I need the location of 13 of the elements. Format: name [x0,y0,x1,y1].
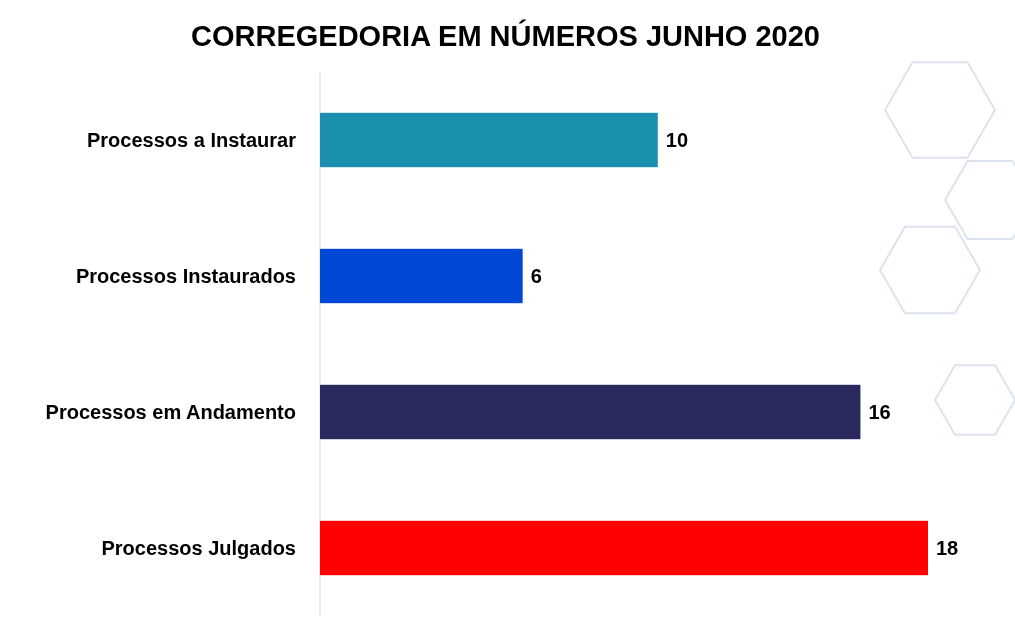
bar [320,520,928,576]
y-tick-label: Processos Instaurados [75,265,296,287]
data-label: 18 [936,537,959,559]
bar [320,248,523,304]
data-label: 10 [665,129,689,151]
data-label: 6 [530,265,542,287]
y-tick-label: Processos em Andamento [45,401,296,423]
data-label: 16 [868,401,891,423]
y-tick-label: Processos Julgados [101,537,296,559]
bar [320,112,658,168]
y-tick-label: Processos a Instaurar [87,129,297,151]
bar [320,384,861,440]
chart-title: CORREGEDORIA EM NÚMEROS JUNHO 2020 [191,19,820,52]
